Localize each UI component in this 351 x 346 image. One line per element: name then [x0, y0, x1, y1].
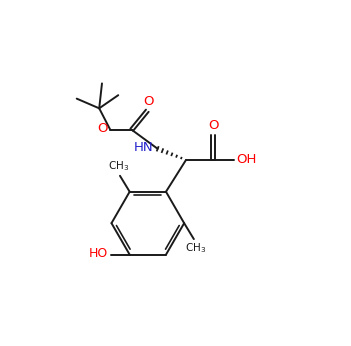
Text: CH$_3$: CH$_3$	[185, 242, 206, 255]
Text: O: O	[97, 122, 107, 135]
Text: OH: OH	[237, 153, 257, 166]
Text: HN: HN	[134, 141, 153, 154]
Text: O: O	[208, 118, 218, 131]
Text: O: O	[144, 95, 154, 108]
Text: HO: HO	[88, 247, 108, 261]
Text: CH$_3$: CH$_3$	[108, 160, 129, 173]
